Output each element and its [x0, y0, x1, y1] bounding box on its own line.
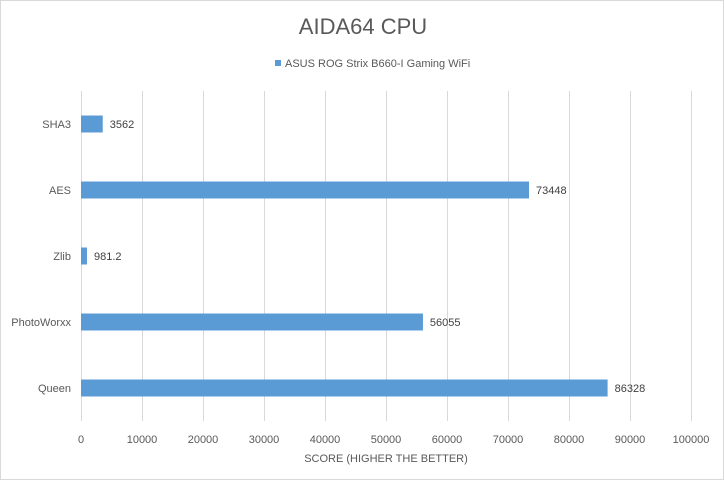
- x-tick-label: 50000: [371, 434, 402, 446]
- x-tick-label: 10000: [127, 434, 158, 446]
- bars: [81, 115, 608, 397]
- x-tick-label: 20000: [188, 434, 219, 446]
- category-label: Zlib: [53, 251, 71, 263]
- category-label: AES: [49, 185, 71, 197]
- data-label: 56055: [430, 317, 461, 329]
- data-label: 73448: [536, 185, 567, 197]
- x-tick-label: 40000: [310, 434, 341, 446]
- bar: [81, 115, 103, 133]
- data-label: 3562: [110, 119, 134, 131]
- x-tick-label: 30000: [249, 434, 280, 446]
- x-tick-label: 0: [78, 434, 84, 446]
- bar: [81, 181, 530, 199]
- legend-swatch: [275, 60, 281, 66]
- x-tick-label: 80000: [554, 434, 585, 446]
- legend: ASUS ROG Strix B660-I Gaming WiFi: [275, 58, 470, 70]
- x-tick-label: 100000: [673, 434, 710, 446]
- chart-title: AIDA64 CPU: [299, 14, 427, 39]
- gridlines: [81, 91, 692, 421]
- data-label: 981.2: [94, 251, 122, 263]
- data-labels: 3562 73448 981.2 56055 86328: [94, 119, 645, 395]
- bar: [81, 247, 87, 265]
- x-tick-label: 60000: [432, 434, 463, 446]
- x-tick-label: 90000: [615, 434, 646, 446]
- x-tick-labels: 0 10000 20000 30000 40000 50000 60000 70000 8000…: [78, 434, 709, 446]
- category-labels: SHA3 AES Zlib PhotoWorxx Queen: [11, 119, 71, 395]
- data-label: 86328: [615, 383, 646, 395]
- x-axis-title: SCORE (HIGHER THE BETTER): [304, 453, 468, 465]
- x-tick-label: 70000: [493, 434, 524, 446]
- bar: [81, 379, 608, 397]
- bar: [81, 313, 423, 331]
- category-label: PhotoWorxx: [11, 317, 71, 329]
- category-label: SHA3: [42, 119, 71, 131]
- category-label: Queen: [38, 383, 71, 395]
- legend-label: ASUS ROG Strix B660-I Gaming WiFi: [285, 58, 470, 70]
